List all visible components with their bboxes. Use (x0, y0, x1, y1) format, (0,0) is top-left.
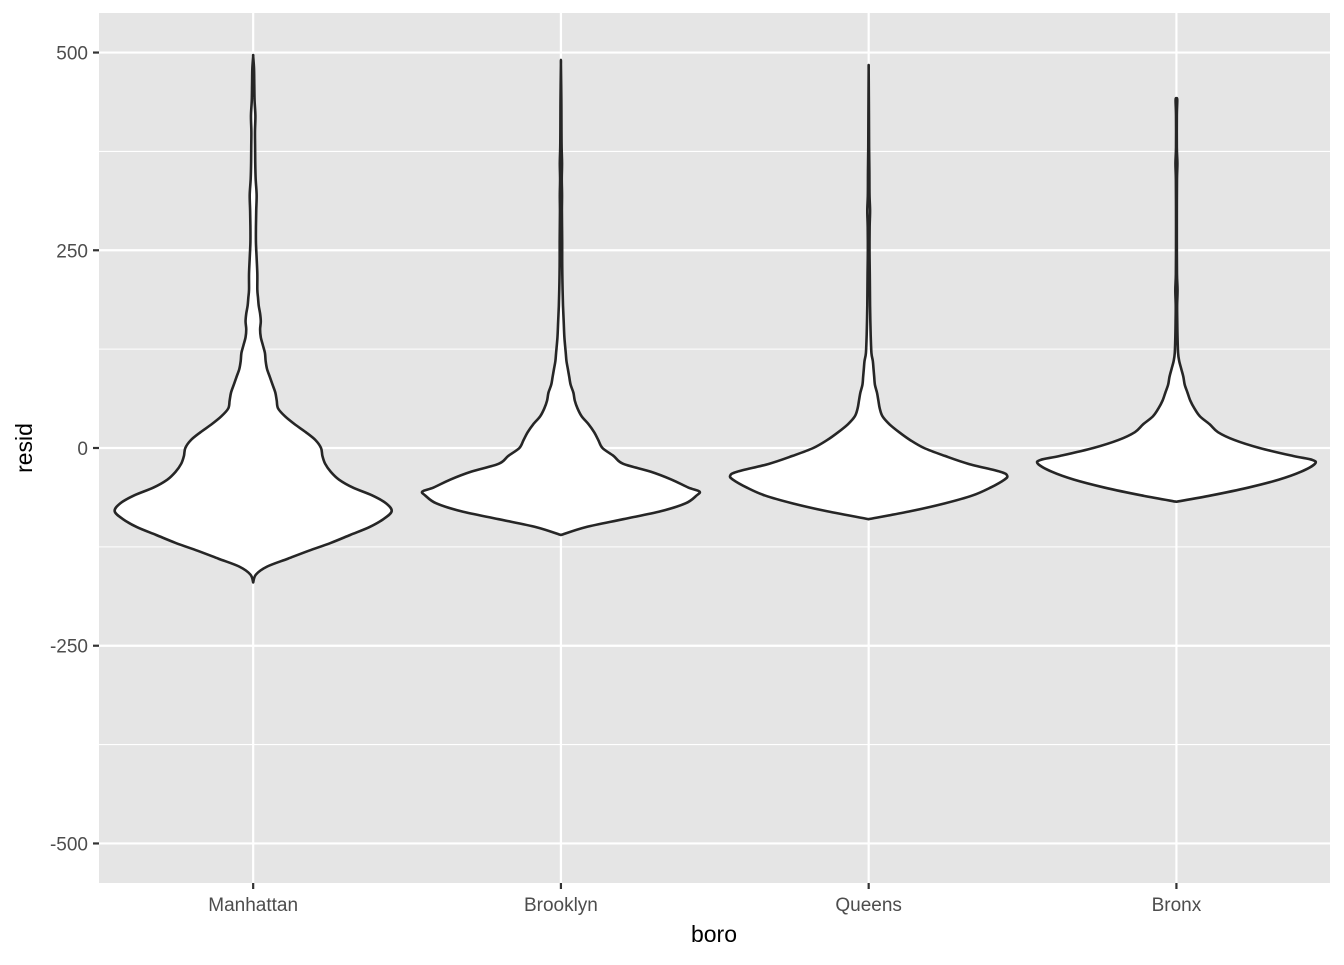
violin-manhattan (113, 53, 393, 584)
violin-brooklyn (420, 58, 702, 537)
violin-queens (728, 63, 1009, 521)
axis-layer: -500 -250 0 250 500 Manhattan Brooklyn Queens Br… (50, 44, 1202, 916)
violin-bronx (1035, 96, 1318, 504)
y-tick-label: -500 (50, 834, 88, 855)
y-tick-label: 250 (56, 241, 88, 262)
y-tick-label: 500 (56, 44, 88, 65)
y-tick-label: 0 (77, 439, 88, 460)
x-tick-label: Brooklyn (524, 895, 598, 916)
y-tick-label: -250 (50, 637, 88, 658)
x-tick-label: Queens (835, 895, 902, 916)
violin-layer (113, 53, 1318, 584)
x-tick-label: Bronx (1152, 895, 1202, 916)
x-axis-title: boro (691, 921, 737, 947)
x-tick-label: Manhattan (208, 895, 298, 916)
y-axis-title: resid (11, 423, 37, 473)
